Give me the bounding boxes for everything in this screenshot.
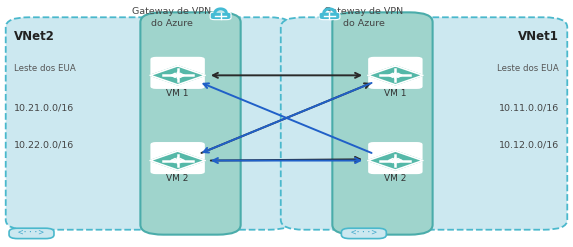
- Polygon shape: [368, 66, 423, 85]
- FancyBboxPatch shape: [140, 12, 241, 235]
- FancyBboxPatch shape: [6, 17, 292, 230]
- Text: VM 2: VM 2: [384, 174, 407, 183]
- Text: Gateway de VPN
do Azure: Gateway de VPN do Azure: [132, 7, 211, 28]
- Text: 10.21.0.0/16: 10.21.0.0/16: [14, 104, 74, 113]
- Polygon shape: [150, 151, 205, 170]
- Text: 10.11.0.0/16: 10.11.0.0/16: [499, 104, 559, 113]
- FancyBboxPatch shape: [342, 228, 386, 239]
- Text: VNet1: VNet1: [518, 30, 559, 43]
- Text: VM 1: VM 1: [384, 88, 407, 98]
- Text: VM 1: VM 1: [166, 88, 189, 98]
- FancyBboxPatch shape: [150, 57, 205, 89]
- Text: <···>: <···>: [351, 229, 377, 238]
- FancyBboxPatch shape: [368, 57, 422, 89]
- Text: Leste dos EUA: Leste dos EUA: [14, 64, 76, 73]
- FancyBboxPatch shape: [281, 17, 567, 230]
- Polygon shape: [150, 66, 205, 85]
- Text: 10.22.0.0/16: 10.22.0.0/16: [14, 141, 74, 150]
- Text: VM 2: VM 2: [166, 174, 189, 183]
- Text: Gateway de VPN
do Azure: Gateway de VPN do Azure: [324, 7, 403, 28]
- FancyBboxPatch shape: [150, 142, 205, 174]
- FancyBboxPatch shape: [210, 12, 231, 20]
- FancyBboxPatch shape: [9, 228, 54, 239]
- Text: 10.12.0.0/16: 10.12.0.0/16: [499, 141, 559, 150]
- Text: VNet2: VNet2: [14, 30, 55, 43]
- FancyBboxPatch shape: [319, 12, 340, 20]
- FancyBboxPatch shape: [368, 142, 422, 174]
- Text: <···>: <···>: [18, 229, 45, 238]
- Polygon shape: [368, 151, 423, 170]
- FancyBboxPatch shape: [332, 12, 433, 235]
- Text: Leste dos EUA: Leste dos EUA: [497, 64, 559, 73]
